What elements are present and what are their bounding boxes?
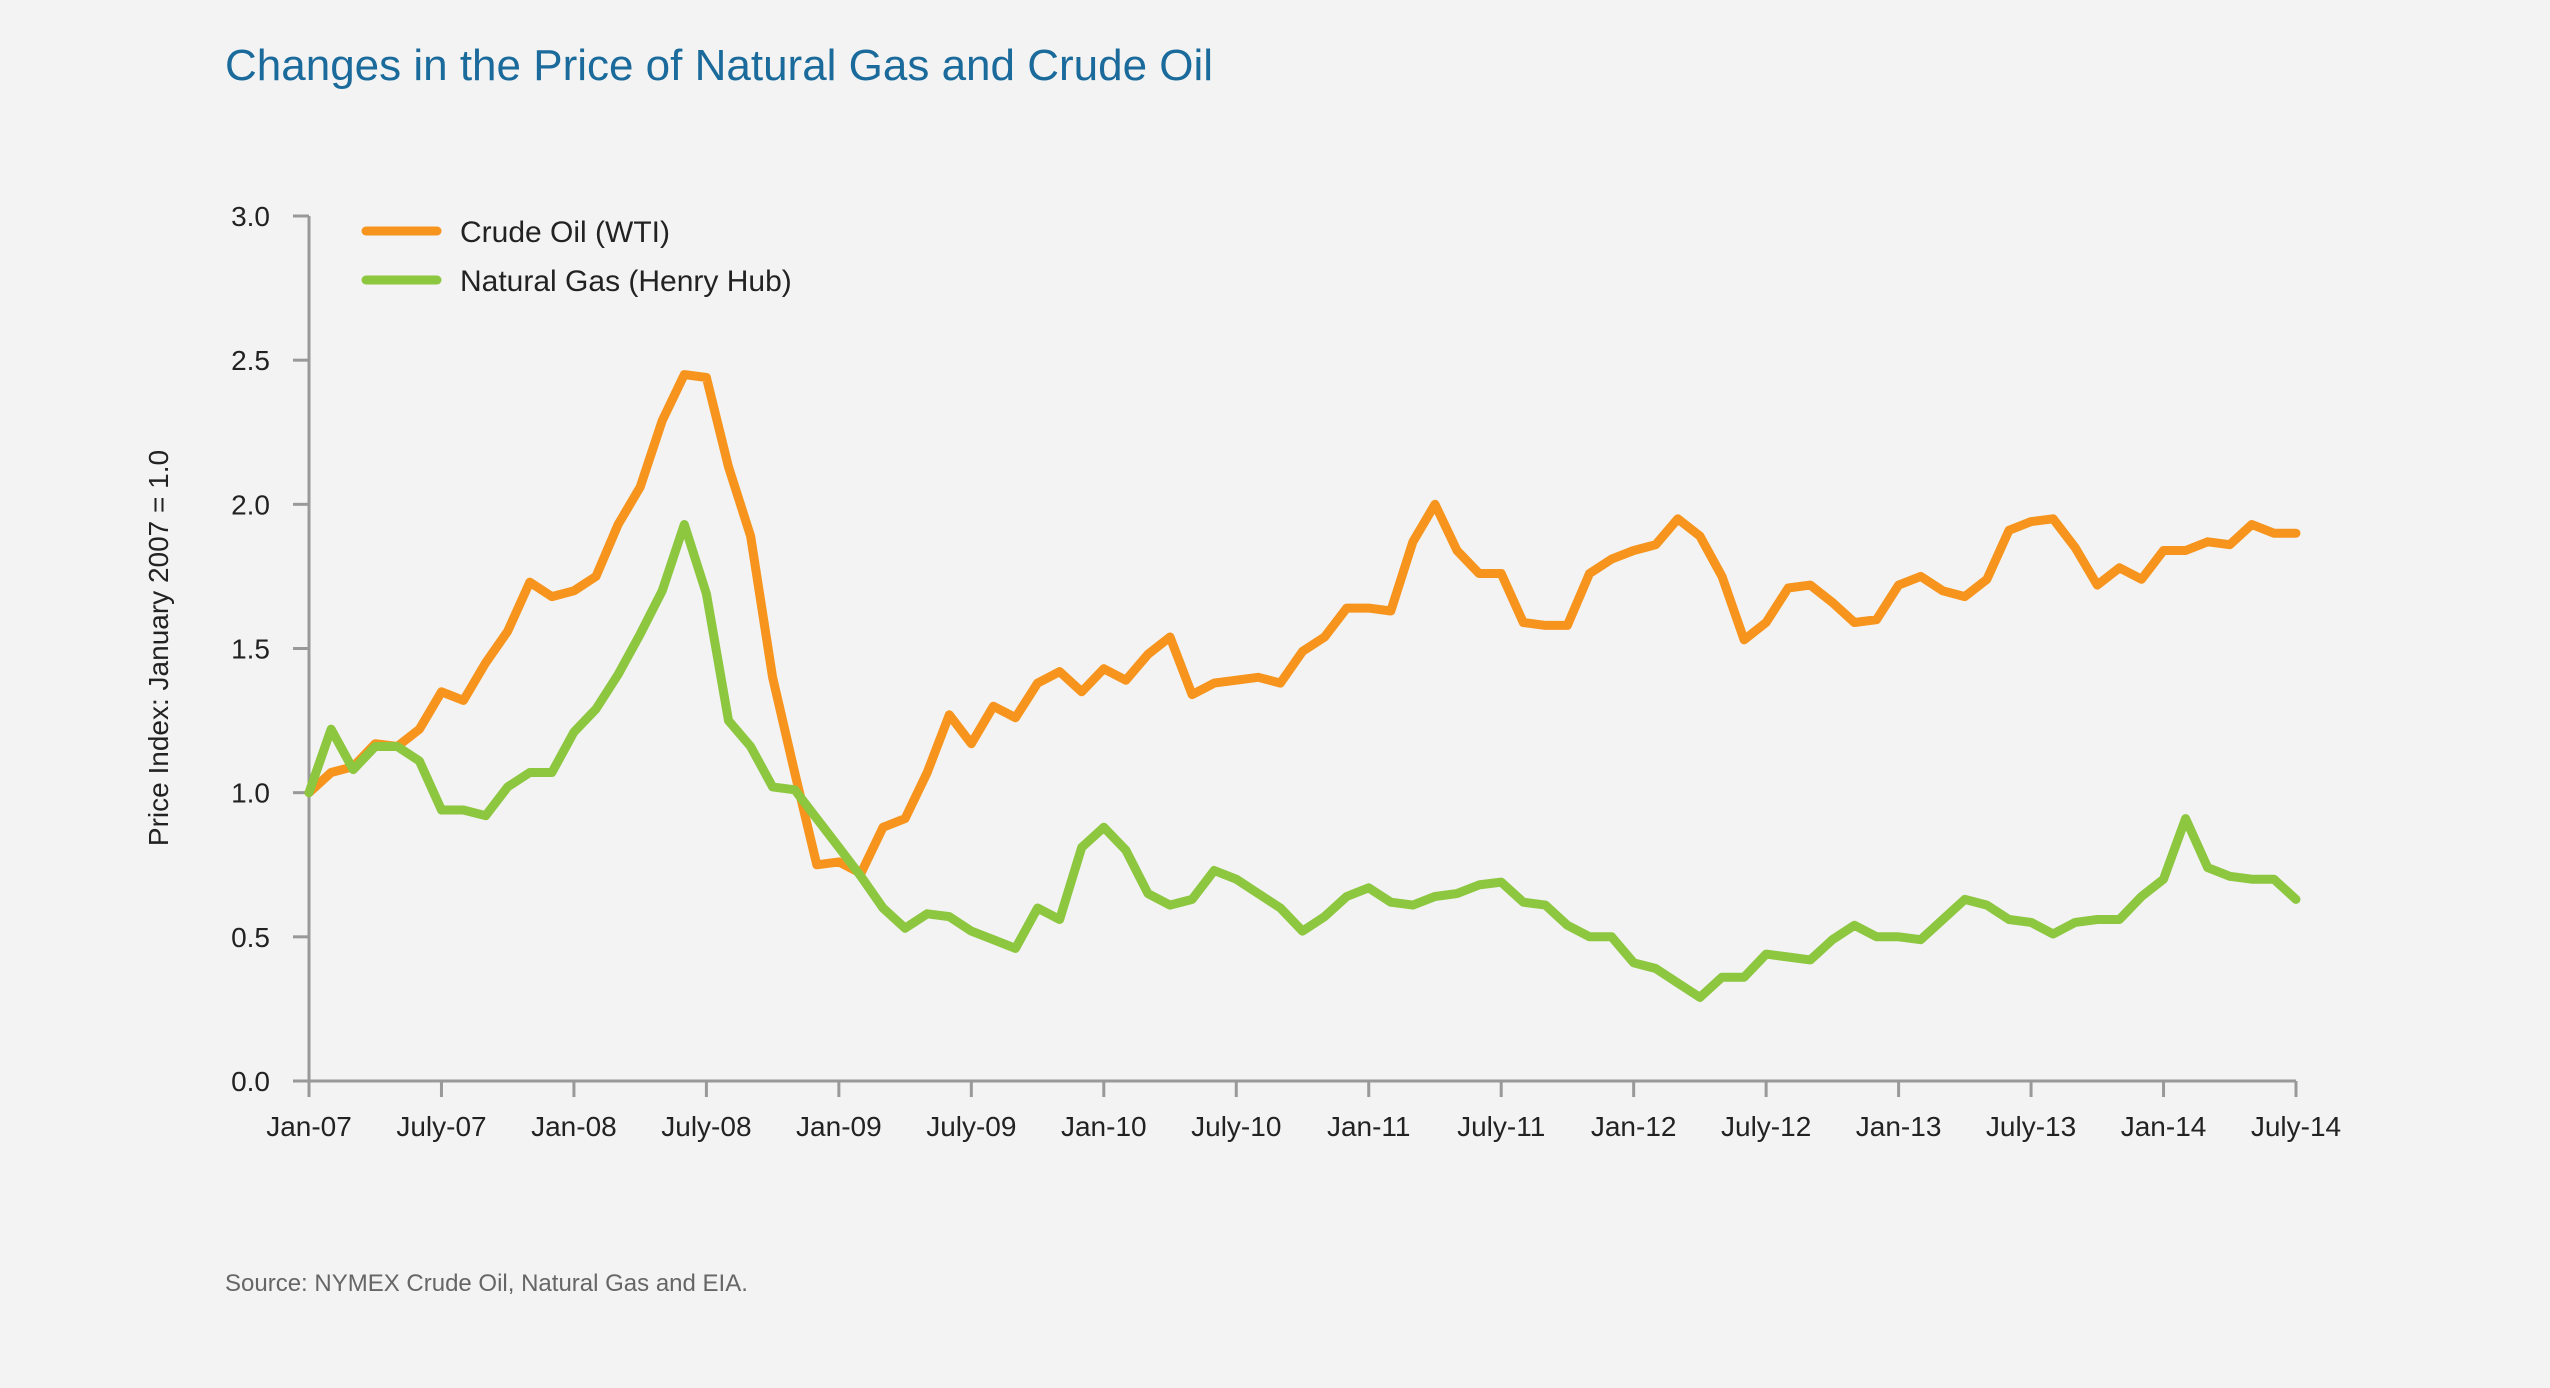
x-tick-label: July-14 xyxy=(2251,1111,2341,1142)
y-tick-label: 3.0 xyxy=(231,201,270,232)
y-tick-label: 0.0 xyxy=(231,1066,270,1097)
x-tick-label: July-08 xyxy=(661,1111,751,1142)
y-tick-label: 2.0 xyxy=(231,489,270,520)
legend-label-natural-gas: Natural Gas (Henry Hub) xyxy=(460,265,792,298)
series-line-natural-gas xyxy=(304,520,2301,1002)
x-tick-label: July-10 xyxy=(1191,1111,1281,1142)
x-tick-label: July-12 xyxy=(1721,1111,1811,1142)
x-tick-label: Jan-11 xyxy=(1327,1111,1411,1142)
x-tick-label: Jan-14 xyxy=(2121,1111,2207,1142)
x-tick-label: Jan-08 xyxy=(531,1111,617,1142)
axes: 0.0 0.5 1.0 1.5 2.0 2.5 3.0 Jan-07 July-07 Jan-08… xyxy=(231,201,2341,1142)
source-note: Source: NYMEX Crude Oil, Natural Gas and… xyxy=(225,1270,748,1297)
series-lines xyxy=(304,370,2301,1002)
y-tick-label: 1.5 xyxy=(231,634,270,665)
legend-label-crude-oil: Crude Oil (WTI) xyxy=(460,216,670,249)
x-tick-label: Jan-09 xyxy=(796,1111,882,1142)
x-tick-label: Jan-10 xyxy=(1061,1111,1147,1142)
y-tick-label: 2.5 xyxy=(231,345,270,376)
x-tick-label: July-09 xyxy=(926,1111,1016,1142)
x-tick-label: July-11 xyxy=(1457,1111,1545,1142)
y-tick-label: 0.5 xyxy=(231,922,270,953)
y-tick-label: 1.0 xyxy=(231,778,270,809)
x-tick-label: Jan-07 xyxy=(266,1111,352,1142)
x-tick-label: July-13 xyxy=(1986,1111,2076,1142)
chart-title: Changes in the Price of Natural Gas and … xyxy=(225,41,1213,90)
legend: Crude Oil (WTI) Natural Gas (Henry Hub) xyxy=(361,216,792,298)
x-tick-label: Jan-12 xyxy=(1591,1111,1677,1142)
series-line-crude-oil xyxy=(304,370,2301,878)
y-axis-title: Price Index: January 2007 = 1.0 xyxy=(143,450,174,846)
x-tick-label: Jan-13 xyxy=(1856,1111,1942,1142)
x-tick-label: July-07 xyxy=(396,1111,486,1142)
